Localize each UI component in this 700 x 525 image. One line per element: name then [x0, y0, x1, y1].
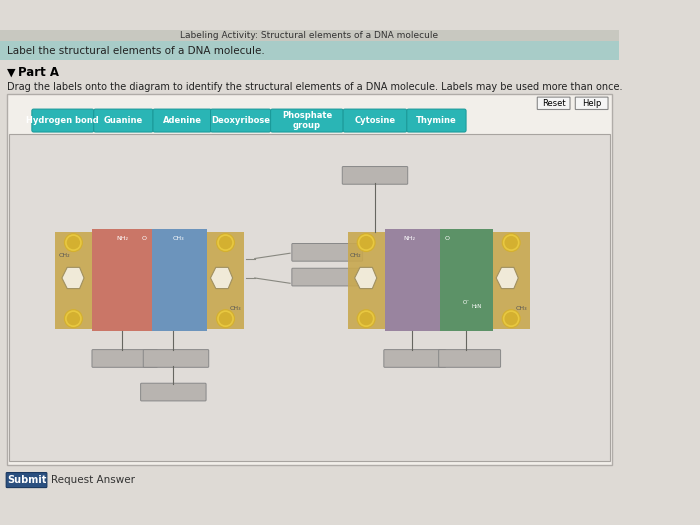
- FancyBboxPatch shape: [271, 109, 343, 132]
- FancyBboxPatch shape: [141, 383, 206, 401]
- Circle shape: [217, 310, 234, 328]
- FancyBboxPatch shape: [94, 109, 153, 132]
- Text: Deoxyribose: Deoxyribose: [211, 116, 270, 125]
- Circle shape: [64, 310, 83, 328]
- FancyBboxPatch shape: [407, 109, 466, 132]
- Polygon shape: [62, 267, 84, 289]
- Text: Submit: Submit: [7, 475, 46, 485]
- FancyBboxPatch shape: [92, 350, 158, 368]
- FancyBboxPatch shape: [144, 350, 209, 368]
- Bar: [385, 229, 440, 331]
- Text: Help: Help: [582, 99, 601, 108]
- Text: Adenine: Adenine: [162, 116, 202, 125]
- Text: CH₃: CH₃: [230, 307, 242, 311]
- Text: NH₂: NH₂: [403, 236, 416, 240]
- FancyBboxPatch shape: [384, 350, 446, 368]
- Circle shape: [503, 234, 520, 251]
- Text: Thymine: Thymine: [416, 116, 457, 125]
- Text: Labeling Activity: Structural elements of a DNA molecule: Labeling Activity: Structural elements o…: [181, 31, 439, 40]
- FancyBboxPatch shape: [153, 109, 211, 132]
- Circle shape: [357, 310, 375, 328]
- Text: O⁻: O⁻: [463, 300, 470, 305]
- Bar: [207, 232, 244, 329]
- FancyBboxPatch shape: [6, 472, 47, 488]
- Bar: [348, 232, 385, 329]
- Bar: [0, 470, 619, 495]
- Text: CH₂: CH₂: [349, 254, 361, 258]
- Bar: [92, 229, 152, 331]
- Text: Request Answer: Request Answer: [51, 475, 135, 485]
- FancyBboxPatch shape: [292, 244, 363, 261]
- FancyBboxPatch shape: [439, 350, 500, 368]
- Bar: [0, 41, 619, 60]
- Bar: [55, 232, 92, 329]
- Text: Guanine: Guanine: [104, 116, 143, 125]
- Text: NH₂: NH₂: [116, 236, 128, 240]
- FancyBboxPatch shape: [575, 97, 608, 110]
- Text: O: O: [141, 236, 147, 240]
- Text: Label the structural elements of a DNA molecule.: Label the structural elements of a DNA m…: [7, 46, 265, 56]
- Circle shape: [503, 310, 520, 328]
- Bar: [152, 229, 207, 331]
- FancyBboxPatch shape: [292, 268, 363, 286]
- Circle shape: [64, 234, 83, 251]
- Bar: [440, 229, 493, 331]
- FancyBboxPatch shape: [211, 109, 271, 132]
- Text: CH₃: CH₃: [516, 307, 527, 311]
- Text: O: O: [444, 236, 449, 240]
- Polygon shape: [355, 267, 377, 289]
- Text: Phosphate
group: Phosphate group: [282, 111, 332, 130]
- Polygon shape: [496, 267, 518, 289]
- Text: Part A: Part A: [18, 66, 59, 79]
- FancyBboxPatch shape: [9, 134, 610, 461]
- Text: CH₃: CH₃: [172, 236, 184, 240]
- Bar: [493, 232, 530, 329]
- Bar: [0, 30, 619, 41]
- Text: Hydrogen bond: Hydrogen bond: [27, 116, 99, 125]
- Text: H₂N: H₂N: [472, 304, 482, 309]
- Circle shape: [357, 234, 375, 251]
- Polygon shape: [211, 267, 232, 289]
- FancyBboxPatch shape: [32, 109, 94, 132]
- Text: Drag the labels onto the diagram to identify the structural elements of a DNA mo: Drag the labels onto the diagram to iden…: [7, 82, 622, 92]
- FancyBboxPatch shape: [342, 166, 407, 184]
- Text: ▼: ▼: [7, 68, 15, 78]
- FancyBboxPatch shape: [343, 109, 407, 132]
- FancyBboxPatch shape: [7, 94, 612, 466]
- Text: CH₂: CH₂: [58, 254, 70, 258]
- Text: Reset: Reset: [542, 99, 566, 108]
- Text: Cytosine: Cytosine: [354, 116, 395, 125]
- Circle shape: [217, 234, 234, 251]
- FancyBboxPatch shape: [538, 97, 570, 110]
